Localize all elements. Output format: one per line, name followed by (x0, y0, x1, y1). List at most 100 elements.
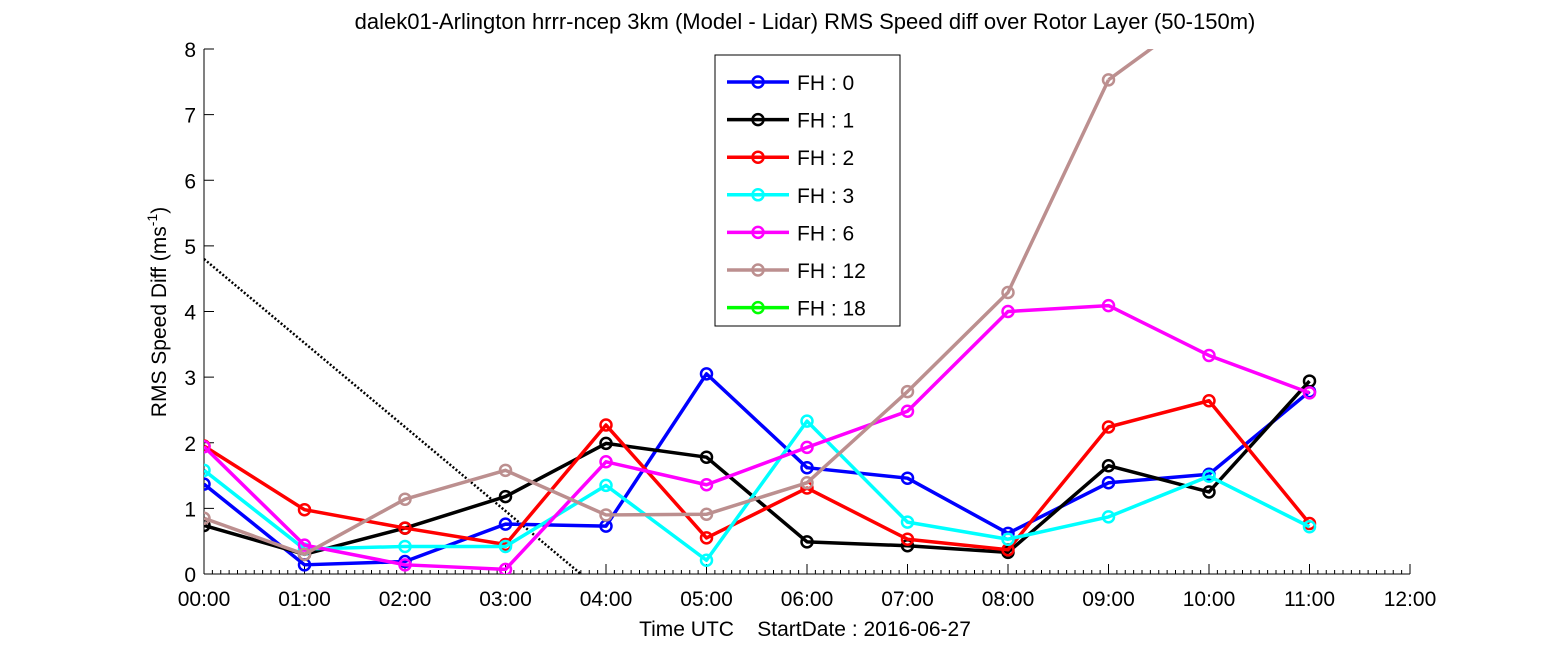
series-5-point (599, 508, 613, 522)
series-1-point (498, 489, 513, 504)
legend-swatch-marker (751, 300, 765, 315)
series-5-point (1101, 73, 1116, 87)
series-3-point (1101, 510, 1116, 524)
series-1-point (204, 518, 211, 533)
legend: FH : 0 FH : 1 FH : 2 FH : 3 FH : 6 FH : 12 FH … (714, 54, 901, 327)
legend-swatch-marker (751, 150, 765, 164)
series-5-point (1001, 285, 1015, 300)
y-tick-label: 7 (184, 105, 196, 128)
y-tick-label: 4 (184, 302, 196, 325)
series-5-point (204, 511, 211, 525)
x-tick-label: 08:00 (982, 588, 1035, 611)
series-4-point (204, 439, 211, 454)
series-2-point (699, 531, 714, 545)
x-tick-label: 04:00 (580, 588, 633, 611)
series-4-point (800, 440, 814, 455)
series-group (204, 49, 1317, 574)
series-3-point (800, 414, 814, 428)
legend-swatch-marker (751, 188, 765, 202)
series-line-2 (204, 399, 1311, 552)
legend-swatch-marker (751, 75, 765, 89)
x-tick-label: 09:00 (1082, 588, 1135, 611)
series-1-point (800, 535, 814, 549)
legend-label: FH : 12 (797, 260, 866, 283)
series-0-point (498, 517, 513, 531)
series-1-point (1202, 485, 1216, 499)
series-line-3 (204, 419, 1311, 562)
series-4-point (398, 558, 412, 572)
series-0-point (900, 471, 915, 485)
series-0-point (1101, 476, 1116, 490)
series-5-point (900, 384, 915, 399)
series-0-point (699, 367, 714, 381)
series-2-point (398, 521, 412, 535)
x-tick-label: 00:00 (178, 588, 231, 611)
series-line-5 (204, 79, 1111, 557)
series-5-point (498, 463, 513, 478)
series-3-point (699, 553, 714, 567)
series-1-point (599, 436, 613, 451)
y-tick-label: 0 (184, 564, 196, 587)
x-tick-label: 10:00 (1183, 588, 1236, 611)
series-5-point (398, 492, 412, 506)
legend-label: FH : 0 (797, 72, 854, 95)
series-2-point (900, 532, 915, 546)
series-4-point (900, 404, 915, 418)
series-2-point (297, 502, 312, 517)
legend-box (714, 54, 901, 327)
series-4-point (1101, 298, 1116, 313)
x-axis-label: Time UTC StartDate : 2016-06-27 (639, 618, 971, 641)
series-3-point (498, 539, 513, 554)
series-4-point (498, 562, 513, 574)
y-axis-label-sup: -1 (144, 214, 160, 227)
series-4-point (1202, 348, 1216, 363)
y-tick-label: 5 (184, 236, 196, 259)
series-4-point (599, 455, 613, 469)
series-12-extension (1107, 49, 1154, 82)
plot-area: 00:00 01:00 02:00 03:00 04:00 05:00 06:00 07:00… (178, 39, 1437, 611)
legend-swatch-marker (751, 263, 765, 277)
series-4-point (1302, 386, 1317, 400)
series-5-point (800, 476, 814, 490)
series-3-point (1302, 520, 1317, 534)
x-tick-label: 07:00 (881, 588, 934, 611)
legend-label: FH : 18 (797, 298, 866, 321)
dotted-reference-line (204, 258, 582, 574)
legend-label: FH : 1 (797, 110, 854, 133)
y-axis-label: RMS Speed Diff (ms-1) (144, 207, 171, 417)
x-tick-label: 01:00 (278, 588, 331, 611)
legend-swatch-marker (751, 112, 765, 127)
x-tick-label: 06:00 (781, 588, 834, 611)
y-tick-label: 6 (184, 170, 196, 193)
series-0-point (800, 460, 814, 475)
series-1-point (699, 450, 714, 464)
legend-label: FH : 2 (797, 147, 854, 170)
legend-label: FH : 6 (797, 222, 854, 245)
series-line-4 (204, 303, 1311, 572)
series-3-point (398, 539, 412, 554)
series-0-point (204, 477, 211, 491)
series-3-point (900, 515, 915, 529)
y-tick-label: 2 (184, 433, 196, 456)
series-5-point (699, 507, 714, 522)
series-3-point (1001, 532, 1015, 546)
series-5-point (297, 547, 312, 562)
series-1-point (1101, 458, 1116, 473)
chart-title: dalek01-Arlington hrrr-ncep 3km (Model -… (355, 9, 1256, 34)
x-tick-label: 12:00 (1384, 588, 1437, 611)
legend-label: FH : 3 (797, 185, 854, 208)
series-3-point (1202, 469, 1216, 483)
series-4-point (699, 478, 714, 492)
x-tick-label: 02:00 (379, 588, 432, 611)
series-2-point (1101, 420, 1116, 434)
x-tick-label: 11:00 (1284, 588, 1335, 611)
y-tick-label: 8 (184, 39, 196, 62)
series-3-point (599, 478, 613, 493)
series-4-point (297, 538, 312, 552)
y-tick-label: 1 (184, 498, 196, 521)
series-2-point (1202, 394, 1216, 408)
series-2-point (599, 418, 613, 432)
x-tick-label: 05:00 (680, 588, 733, 611)
series-3-point (204, 463, 211, 478)
